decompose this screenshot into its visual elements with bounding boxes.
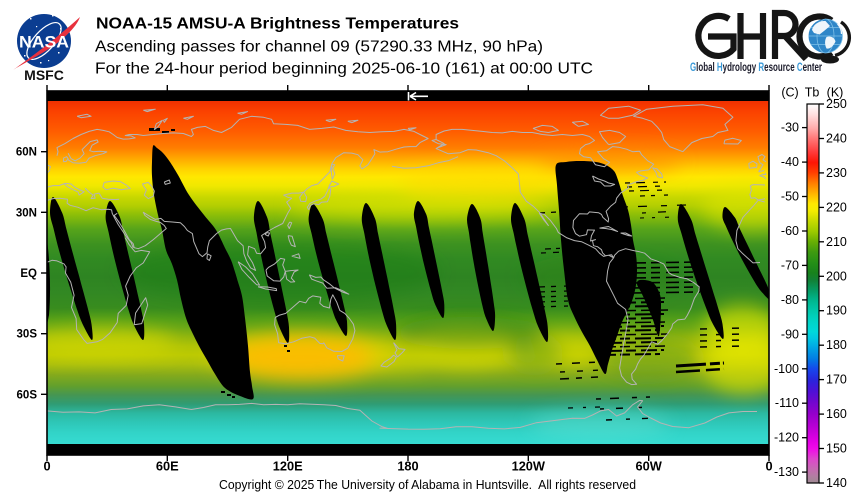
svg-text:60W: 60W <box>636 459 663 474</box>
svg-text:Tb: Tb <box>805 86 820 100</box>
svg-text:0: 0 <box>43 459 50 474</box>
svg-text:190: 190 <box>826 304 847 318</box>
svg-text:-90: -90 <box>781 327 799 341</box>
svg-text:30S: 30S <box>17 329 38 341</box>
svg-text:180: 180 <box>397 459 418 474</box>
svg-text:-110: -110 <box>775 396 799 410</box>
svg-text:(K): (K) <box>827 86 844 100</box>
svg-text:140: 140 <box>826 476 847 490</box>
svg-text:-30: -30 <box>781 121 799 135</box>
svg-text:220: 220 <box>826 200 847 214</box>
svg-text:60N: 60N <box>16 147 37 159</box>
svg-text:-60: -60 <box>781 224 799 238</box>
svg-text:-50: -50 <box>781 190 799 204</box>
svg-text:(C): (C) <box>781 86 798 100</box>
svg-text:Global Hydrology Resource Cent: Global Hydrology Resource Center <box>690 60 822 74</box>
svg-text:For the 24-hour period beginni: For the 24-hour period beginning 2025-06… <box>95 61 593 78</box>
svg-text:MSFC: MSFC <box>24 67 64 83</box>
svg-text:-80: -80 <box>781 293 799 307</box>
svg-text:60E: 60E <box>156 459 179 474</box>
svg-text:-70: -70 <box>781 258 799 272</box>
svg-text:-120: -120 <box>774 431 799 445</box>
svg-text:30N: 30N <box>16 207 37 219</box>
svg-text:230: 230 <box>826 166 847 180</box>
svg-text:-130: -130 <box>774 465 799 479</box>
svg-text:250: 250 <box>826 97 847 111</box>
svg-text:160: 160 <box>826 407 847 421</box>
svg-text:Copyright © 2025 The Universit: Copyright © 2025 The University of Alaba… <box>219 478 636 492</box>
svg-text:NOAA-15 AMSU-A Brightness Temp: NOAA-15 AMSU-A Brightness Temperatures <box>96 16 459 33</box>
svg-text:60S: 60S <box>17 389 38 401</box>
svg-text:200: 200 <box>826 269 847 283</box>
svg-text:EQ: EQ <box>20 268 37 280</box>
svg-text:NASA: NASA <box>19 33 69 52</box>
svg-text:170: 170 <box>826 373 847 387</box>
svg-text:120E: 120E <box>273 459 303 474</box>
svg-text:-100: -100 <box>774 362 799 376</box>
svg-text:120W: 120W <box>512 459 546 474</box>
svg-text:210: 210 <box>826 235 847 249</box>
svg-text:150: 150 <box>826 442 847 456</box>
svg-text:-40: -40 <box>781 155 799 169</box>
svg-text:0: 0 <box>765 459 772 474</box>
svg-text:240: 240 <box>826 132 847 146</box>
svg-text:Ascending passes for channel 0: Ascending passes for channel 09 (57290.3… <box>95 39 543 56</box>
svg-text:180: 180 <box>826 338 847 352</box>
